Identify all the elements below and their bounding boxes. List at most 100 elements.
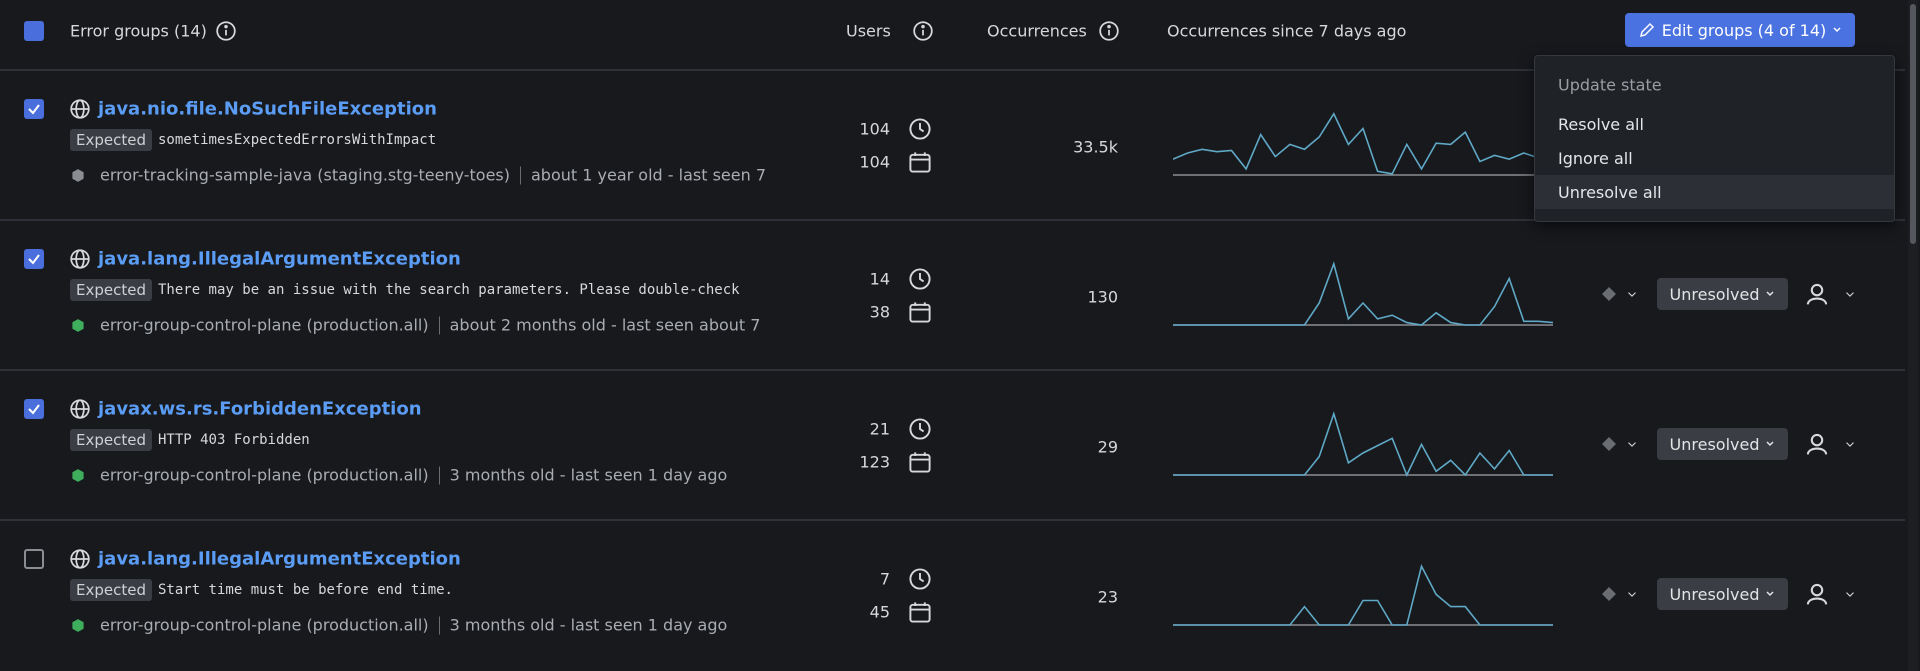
menu-item[interactable]: Ignore all bbox=[1535, 141, 1894, 175]
error-message: Start time must be before end time. bbox=[157, 582, 453, 598]
chevron[interactable] bbox=[1625, 287, 1639, 301]
error-name[interactable]: javax.ws.rs.ForbiddenException bbox=[98, 398, 422, 420]
row-checkbox[interactable] bbox=[24, 549, 44, 569]
users-total: 104 bbox=[859, 152, 890, 172]
error-message: sometimesExpectedErrorsWithImpact bbox=[157, 132, 437, 148]
occurrences: 29 bbox=[1097, 437, 1118, 457]
info-icon-part bbox=[921, 24, 925, 29]
chevron-part bbox=[1846, 442, 1854, 447]
edit-groups-button[interactable]: Edit groups (4 of 14) bbox=[1625, 13, 1855, 47]
check-shape bbox=[28, 254, 40, 265]
status-button[interactable]: Unresolved bbox=[1657, 278, 1788, 310]
assignee-icon[interactable] bbox=[1804, 281, 1830, 307]
priority-icon[interactable] bbox=[1599, 434, 1619, 454]
status-label: Unresolved bbox=[1669, 284, 1760, 304]
service-icon-shape bbox=[72, 468, 84, 482]
assignee-icon-part bbox=[1810, 583, 1824, 597]
service-icon bbox=[72, 468, 84, 482]
priority-icon[interactable] bbox=[1599, 584, 1619, 604]
age: about 1 year old - last seen 7 bbox=[531, 165, 767, 185]
clock-icon-part bbox=[909, 268, 931, 290]
users-recent: 21 bbox=[869, 419, 890, 439]
calendar-icon bbox=[909, 152, 931, 173]
tag: Expected bbox=[70, 579, 152, 601]
clock-icon-part bbox=[919, 573, 925, 583]
occurrences: 130 bbox=[1087, 287, 1118, 307]
check-mark bbox=[28, 404, 40, 415]
users-total: 38 bbox=[869, 302, 890, 322]
error-name[interactable]: java.lang.IllegalArgumentException bbox=[98, 548, 461, 570]
check-shape bbox=[28, 404, 40, 415]
chevron[interactable] bbox=[1625, 437, 1639, 451]
error-name[interactable]: java.nio.file.NoSuchFileException bbox=[98, 98, 437, 120]
select-all-checkbox[interactable] bbox=[24, 21, 44, 41]
priority-icon-part bbox=[1602, 437, 1616, 451]
status-button[interactable]: Unresolved bbox=[1657, 428, 1788, 460]
info-icon bbox=[1099, 21, 1119, 41]
tag: Expected bbox=[70, 279, 152, 301]
assignee-icon[interactable] bbox=[1804, 431, 1830, 457]
chevron[interactable] bbox=[1625, 587, 1639, 601]
assignee-icon-part bbox=[1806, 597, 1828, 605]
check-mark bbox=[28, 104, 40, 115]
calendar-icon-part bbox=[909, 453, 931, 473]
calendar-icon-part bbox=[909, 303, 931, 323]
clock-icon-part bbox=[919, 423, 925, 433]
calendar-icon bbox=[909, 602, 931, 623]
header-occurrences: Occurrences bbox=[987, 21, 1087, 41]
chevron[interactable] bbox=[1843, 437, 1857, 451]
sparkline-line bbox=[1173, 112, 1553, 175]
sparkline-line bbox=[1173, 563, 1553, 626]
separator bbox=[438, 316, 440, 334]
clock-icon-part bbox=[909, 118, 931, 140]
users-recent: 7 bbox=[879, 569, 890, 589]
menu-heading: Update state bbox=[1558, 75, 1662, 95]
info-icon-part bbox=[216, 21, 236, 41]
service-name: error-group-control-plane (production.al… bbox=[100, 465, 429, 485]
calendar-icon bbox=[909, 302, 931, 323]
assignee-icon[interactable] bbox=[1804, 581, 1830, 607]
sparkline bbox=[1173, 261, 1553, 326]
check-mark bbox=[28, 254, 40, 265]
service-line: error-group-control-plane (production.al… bbox=[70, 616, 770, 635]
clock-icon bbox=[909, 418, 931, 440]
error-message: HTTP 403 Forbidden bbox=[157, 432, 310, 448]
row-checkbox[interactable] bbox=[24, 249, 44, 269]
menu-item-label: Unresolve all bbox=[1558, 182, 1662, 202]
chevron-shape bbox=[1766, 441, 1775, 447]
chevron bbox=[1766, 441, 1775, 447]
service-line: error-tracking-sample-java (staging.stg-… bbox=[70, 166, 770, 185]
scrollbar bbox=[1908, 0, 1918, 671]
service-name: error-tracking-sample-java (staging.stg-… bbox=[100, 165, 510, 185]
service-icon-shape bbox=[72, 318, 84, 332]
menu-item-label: Resolve all bbox=[1558, 114, 1644, 134]
chevron[interactable] bbox=[1843, 587, 1857, 601]
menu-item[interactable]: Unresolve all bbox=[1535, 175, 1894, 209]
chevron-part bbox=[1628, 442, 1636, 447]
clock-icon-part bbox=[909, 568, 931, 590]
edit-groups-label: Edit groups (4 of 14) bbox=[1661, 20, 1827, 40]
check-shape bbox=[28, 104, 40, 115]
chevron-shape bbox=[1766, 291, 1775, 297]
chevron bbox=[1833, 27, 1841, 33]
chevron[interactable] bbox=[1843, 287, 1857, 301]
error-name[interactable]: java.lang.IllegalArgumentException bbox=[98, 248, 461, 270]
row-checkbox[interactable] bbox=[24, 99, 44, 119]
priority-icon[interactable] bbox=[1599, 284, 1619, 304]
scrollbar-thumb[interactable] bbox=[1910, 4, 1916, 244]
assignee-icon-part bbox=[1806, 447, 1828, 455]
error-message: There may be an issue with the search pa… bbox=[157, 282, 740, 298]
clock-icon bbox=[909, 568, 931, 590]
row-checkbox[interactable] bbox=[24, 399, 44, 419]
info-icon-part bbox=[1099, 21, 1119, 41]
menu-item[interactable]: Resolve all bbox=[1535, 107, 1894, 141]
users-recent: 14 bbox=[869, 269, 890, 289]
status-button[interactable]: Unresolved bbox=[1657, 578, 1788, 610]
divider bbox=[0, 369, 1905, 371]
assignee-icon-part bbox=[1810, 283, 1824, 297]
assignee-icon-part bbox=[1806, 297, 1828, 305]
chevron-shape bbox=[1833, 27, 1841, 33]
message-line: Expected HTTP 403 Forbidden bbox=[70, 429, 772, 451]
status-label: Unresolved bbox=[1669, 434, 1760, 454]
